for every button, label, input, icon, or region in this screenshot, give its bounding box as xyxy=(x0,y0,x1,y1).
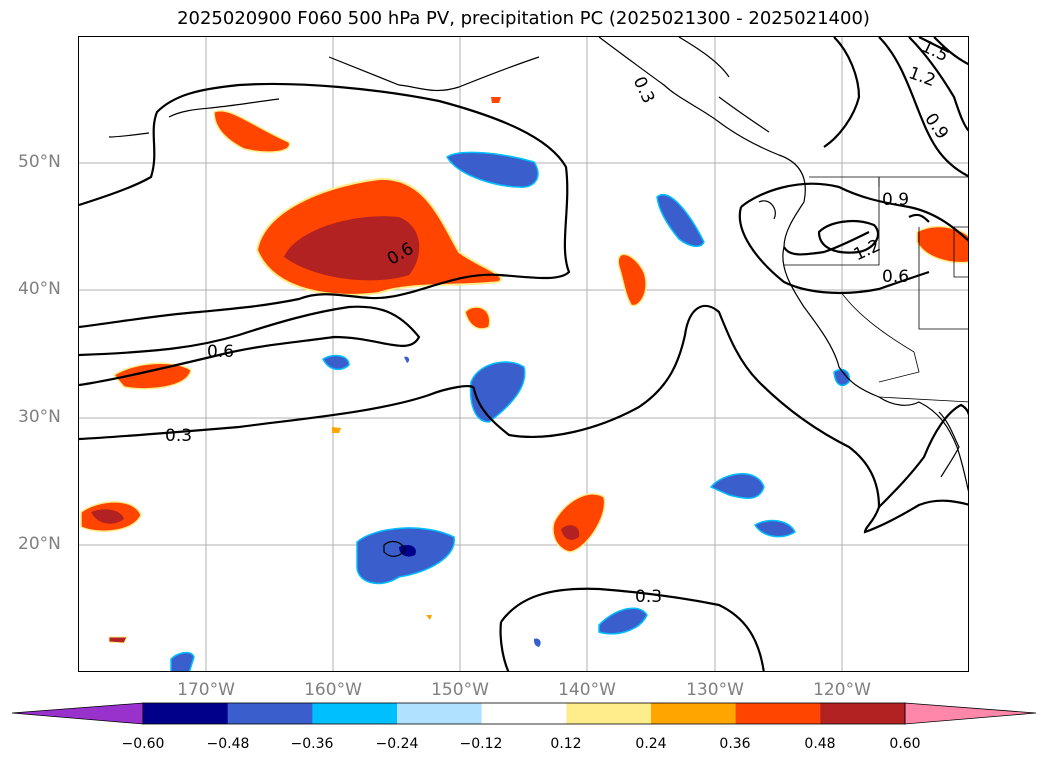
colorbar-tick: −0.60 xyxy=(121,736,165,752)
contour-label: 0.9 xyxy=(920,110,952,144)
political-borders xyxy=(784,176,968,403)
colorbar-segment xyxy=(227,703,313,724)
colorbar-segment xyxy=(143,703,229,724)
colorbar-extend-low xyxy=(11,702,144,725)
colorbar-tick: 0.60 xyxy=(889,736,921,752)
contour-label: 0.3 xyxy=(635,587,662,607)
colorbar-tick: 0.36 xyxy=(719,736,751,752)
colorbar-tick: 0.24 xyxy=(635,736,667,752)
map-canvas: 0.6 0.6 0.3 0.3 0.9 1.2 0.6 0.3 1.5 1.2 … xyxy=(79,37,968,671)
lat-label-20n: 20°N xyxy=(18,534,61,554)
lat-label-40n: 40°N xyxy=(18,279,61,299)
colorbar-extend-high xyxy=(904,702,1037,725)
pv-contours xyxy=(79,37,968,671)
colorbar-segment xyxy=(820,703,906,724)
colorbar-tick: −0.36 xyxy=(290,736,334,752)
contour-label: 0.6 xyxy=(207,342,234,362)
lat-label-30n: 30°N xyxy=(18,407,61,427)
contour-label: 1.5 xyxy=(918,37,951,66)
lat-label-50n: 50°N xyxy=(18,152,61,172)
colorbar xyxy=(11,702,1037,725)
colorbar-segment xyxy=(312,703,398,724)
lon-label-130w: 130°W xyxy=(686,680,744,700)
colorbar-tick: −0.12 xyxy=(459,736,503,752)
colorbar-segment xyxy=(735,703,821,724)
contour-label: 0.6 xyxy=(882,267,909,287)
map-title: 2025020900 F060 500 hPa PV, precipitatio… xyxy=(177,8,870,29)
contour-label: 0.9 xyxy=(882,190,909,210)
lon-label-160w: 160°W xyxy=(304,680,362,700)
lon-label-120w: 120°W xyxy=(813,680,871,700)
precip-negative-regions xyxy=(170,151,850,671)
colorbar-tick: −0.48 xyxy=(206,736,250,752)
colorbar-tick: −0.24 xyxy=(375,736,419,752)
colorbar-segment xyxy=(481,703,567,724)
graticule xyxy=(79,37,968,671)
colorbar-segment xyxy=(397,703,483,724)
lon-label-140w: 140°W xyxy=(558,680,616,700)
coastlines xyxy=(108,37,968,557)
colorbar-segment xyxy=(566,703,652,724)
lon-label-150w: 150°W xyxy=(431,680,489,700)
map-panel: 0.6 0.6 0.3 0.3 0.9 1.2 0.6 0.3 1.5 1.2 … xyxy=(78,36,969,672)
colorbar-tick: 0.48 xyxy=(804,736,836,752)
colorbar-segments xyxy=(143,703,906,724)
contour-label: 0.3 xyxy=(165,426,192,446)
colorbar-segment xyxy=(651,703,737,724)
contour-label: 0.3 xyxy=(629,74,659,107)
precip-positive-regions xyxy=(80,97,968,644)
colorbar-tick: 0.12 xyxy=(550,736,582,752)
lon-label-170w: 170°W xyxy=(177,680,235,700)
